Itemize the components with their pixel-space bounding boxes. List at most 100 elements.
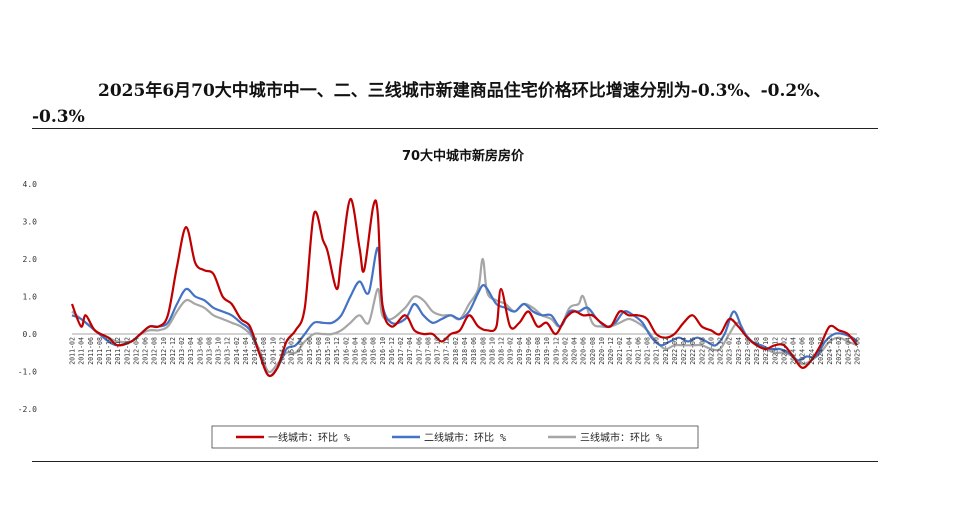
x-tick-label: 2016-08 xyxy=(370,337,378,365)
chart-title: 70大中城市新房房价 xyxy=(402,148,525,164)
x-tick-label: 2018-04 xyxy=(461,337,469,365)
x-tick-label: 2019-12 xyxy=(552,337,560,365)
x-tick-label: 2012-06 xyxy=(142,337,150,365)
x-tick-label: 2023-10 xyxy=(762,337,770,365)
line-chart: 70大中城市新房房价 4.0 3.0 2.0 1.0 0.0 -1.0 -2.0 2011-… xyxy=(18,148,862,449)
legend-box xyxy=(211,425,699,449)
x-tick-label: 2020-06 xyxy=(580,337,588,365)
x-tick-label: 2012-04 xyxy=(132,337,140,365)
x-tick-label: 2012-08 xyxy=(151,337,159,365)
x-tick-label: 2023-08 xyxy=(753,337,761,365)
x-tick-label: 2024-10 xyxy=(817,337,825,365)
x-tick-label: 2016-02 xyxy=(342,337,350,365)
x-tick-label: 2023-12 xyxy=(771,337,779,365)
page-title-line-1: 2025年6月70大中城市中一、二、三线城市新建商品住宅价格环比增速分别为-0.… xyxy=(98,81,831,101)
x-tick-label: 2015-04 xyxy=(297,337,305,365)
x-tick-label: 2013-08 xyxy=(205,337,213,365)
x-axis-ticks: 2011-02 2011-04 2011-06 2011-08 2011-10 2011-… xyxy=(69,337,862,365)
x-tick-label: 2016-12 xyxy=(388,337,396,365)
x-tick-label: 2017-10 xyxy=(434,337,442,365)
x-tick-label: 2020-10 xyxy=(598,337,606,365)
x-tick-label: 2018-10 xyxy=(488,337,496,365)
x-tick-label: 2014-12 xyxy=(278,337,286,365)
x-tick-label: 2013-10 xyxy=(215,337,223,365)
x-tick-label: 2020-08 xyxy=(589,337,597,365)
x-tick-label: 2023-04 xyxy=(735,337,743,365)
x-tick-label: 2025-06 xyxy=(854,337,862,365)
x-tick-label: 2019-02 xyxy=(507,337,515,365)
top-divider xyxy=(32,128,878,129)
x-tick-label: 2022-08 xyxy=(698,337,706,365)
x-tick-label: 2021-02 xyxy=(616,337,624,365)
x-tick-label: 2024-02 xyxy=(781,337,789,365)
x-tick-label: 2015-12 xyxy=(333,337,341,365)
x-tick-label: 2019-04 xyxy=(516,337,524,365)
x-tick-label: 2011-08 xyxy=(96,337,104,365)
y-tick-label: 3.0 xyxy=(23,218,38,227)
x-tick-label: 2019-10 xyxy=(543,337,551,365)
x-tick-label: 2012-02 xyxy=(123,337,131,365)
x-tick-label: 2020-04 xyxy=(571,337,579,365)
x-tick-label: 2015-06 xyxy=(306,337,314,365)
x-tick-label: 2015-08 xyxy=(315,337,323,365)
x-tick-label: 2012-12 xyxy=(169,337,177,365)
x-tick-label: 2017-06 xyxy=(415,337,423,365)
x-tick-label: 2017-02 xyxy=(397,337,405,365)
x-tick-label: 2013-04 xyxy=(187,337,195,365)
x-tick-label: 2018-06 xyxy=(470,337,478,365)
x-tick-label: 2024-12 xyxy=(826,337,834,365)
x-tick-label: 2021-04 xyxy=(625,337,633,365)
x-tick-label: 2016-10 xyxy=(379,337,387,365)
y-tick-label: 1.0 xyxy=(23,293,38,302)
x-tick-label: 2021-08 xyxy=(644,337,652,365)
x-tick-label: 2020-02 xyxy=(561,337,569,365)
x-tick-label: 2014-04 xyxy=(242,337,250,365)
y-tick-label: 2.0 xyxy=(23,255,38,264)
x-tick-label: 2017-08 xyxy=(425,337,433,365)
y-tick-label: -2.0 xyxy=(18,405,37,414)
x-tick-label: 2023-06 xyxy=(744,337,752,365)
x-tick-label: 2022-02 xyxy=(671,337,679,365)
x-tick-label: 2018-12 xyxy=(498,337,506,365)
x-tick-label: 2011-10 xyxy=(105,337,113,365)
chart-legend: 一线城市：环比 % 二线城市：环比 % 三线城市：环比 % xyxy=(211,425,699,449)
x-tick-label: 2018-02 xyxy=(452,337,460,365)
legend-label-1: 一线城市：环比 % xyxy=(268,431,350,444)
x-tick-label: 2018-08 xyxy=(479,337,487,365)
x-tick-label: 2011-04 xyxy=(78,337,86,365)
x-tick-label: 2024-04 xyxy=(790,337,798,365)
x-tick-label: 2025-02 xyxy=(835,337,843,365)
x-tick-label: 2019-08 xyxy=(534,337,542,365)
x-tick-label: 2020-12 xyxy=(607,337,615,365)
series-line-1 xyxy=(70,197,858,378)
x-tick-label: 2017-12 xyxy=(443,337,451,365)
x-tick-label: 2024-08 xyxy=(808,337,816,365)
x-tick-label: 2014-06 xyxy=(251,337,259,365)
page-title: 2025年6月70大中城市中一、二、三线城市新建商品住宅价格环比增速分别为-0.… xyxy=(32,78,892,130)
x-tick-label: 2011-12 xyxy=(114,337,122,365)
bottom-divider xyxy=(32,461,878,462)
x-tick-label: 2014-08 xyxy=(260,337,268,365)
y-tick-label: 4.0 xyxy=(23,180,38,189)
x-tick-label: 2016-06 xyxy=(361,337,369,365)
y-tick-label: -1.0 xyxy=(18,368,37,377)
page-title-line-2: -0.3% xyxy=(32,107,85,127)
x-tick-label: 2015-10 xyxy=(324,337,332,365)
x-tick-label: 2013-06 xyxy=(196,337,204,365)
legend-label-2: 二线城市：环比 % xyxy=(424,431,506,444)
y-axis-ticks: 4.0 3.0 2.0 1.0 0.0 -1.0 -2.0 xyxy=(18,180,37,414)
x-tick-label: 2022-06 xyxy=(689,337,697,365)
x-tick-label: 2022-10 xyxy=(708,337,716,365)
series-line-3 xyxy=(71,257,858,374)
x-tick-label: 2012-10 xyxy=(160,337,168,365)
x-tick-label: 2013-12 xyxy=(224,337,232,365)
x-tick-label: 2019-06 xyxy=(525,337,533,365)
x-tick-label: 2017-04 xyxy=(406,337,414,365)
x-tick-label: 2016-04 xyxy=(352,337,360,365)
x-tick-label: 2024-06 xyxy=(799,337,807,365)
x-tick-label: 2014-10 xyxy=(269,337,277,365)
x-tick-label: 2025-04 xyxy=(844,337,852,365)
x-tick-label: 2021-12 xyxy=(662,337,670,365)
series-lines xyxy=(70,197,858,378)
x-tick-label: 2011-06 xyxy=(87,337,95,365)
